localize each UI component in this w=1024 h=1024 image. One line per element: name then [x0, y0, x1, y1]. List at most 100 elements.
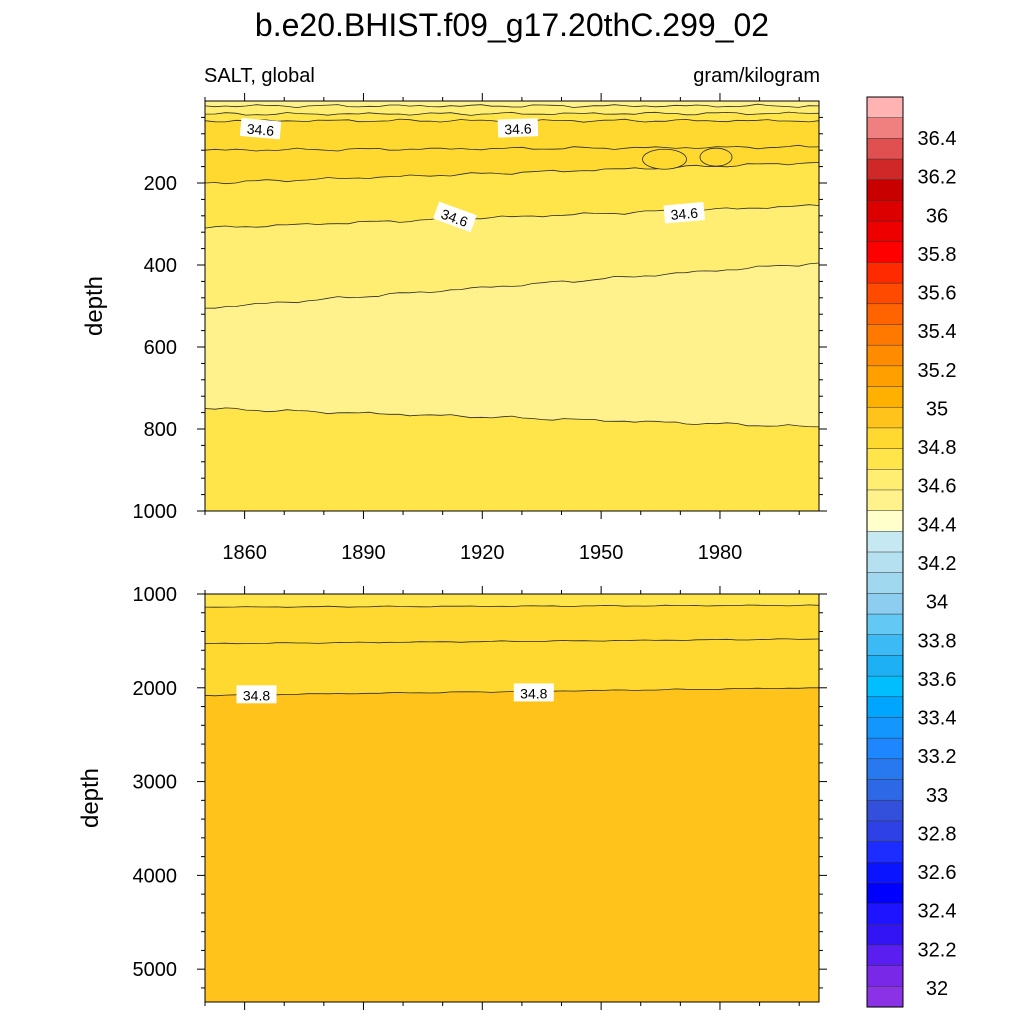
- colorbar-box: [866, 96, 904, 119]
- contour-band: [205, 407, 819, 511]
- upper-axes: 1860 1890 1920 1950 1980 200 400 600 800 1000: [133, 93, 827, 564]
- colorbar-label: 34: [926, 592, 948, 614]
- contour-label-text: 34.8: [243, 687, 270, 703]
- contour-line: [204, 407, 820, 428]
- contour-line: [204, 103, 820, 109]
- colorbar-box: [866, 924, 904, 946]
- y-tick-label: 200: [144, 173, 177, 195]
- colorbar-box: [866, 903, 904, 925]
- contour-line: [204, 204, 820, 229]
- colorbar-box: [866, 469, 904, 491]
- lower-fills: [205, 594, 819, 1002]
- colorbar-label: 33.6: [918, 669, 957, 691]
- contour-band: [205, 263, 819, 427]
- y-tick-label: 600: [144, 337, 177, 359]
- colorbar-box: [866, 944, 904, 967]
- contour-band: [205, 204, 819, 309]
- colorbar-label: 34.2: [918, 553, 957, 575]
- colorbar-label: 32: [926, 978, 948, 1000]
- contour-line: [204, 687, 819, 697]
- colorbar: 36.4 36.2 36 35.8 35.6 35.4 35.2 35 34.8 34.6 34.4…: [866, 96, 957, 1008]
- contour-line: [204, 604, 820, 608]
- colorbar-label: 35.6: [918, 283, 957, 305]
- contour-band: [205, 604, 819, 644]
- left-string: SALT, global: [204, 65, 315, 87]
- colorbar-box: [866, 365, 904, 388]
- colorbar-box: [866, 634, 904, 656]
- colorbar-label: 32.6: [918, 862, 957, 884]
- colorbar-label: 36: [926, 205, 948, 227]
- colorbar-box: [866, 386, 904, 408]
- colorbar-label: 34.4: [918, 514, 957, 536]
- colorbar-frame: [866, 96, 904, 1008]
- colorbar-box: [866, 427, 904, 450]
- y-tick-label: 5000: [133, 959, 178, 981]
- contour-line: [204, 111, 820, 116]
- y-tick-label: 800: [144, 419, 177, 441]
- contour-label-text: 34.6: [504, 120, 532, 137]
- colorbar-box: [866, 262, 904, 284]
- colorbar-box: [866, 593, 904, 615]
- colorbar-label: 36.2: [918, 167, 957, 189]
- y-tick-label: 2000: [133, 678, 178, 700]
- colorbar-box: [866, 303, 904, 326]
- lower-ylabel: depth: [77, 768, 104, 828]
- colorbar-box: [866, 531, 904, 553]
- colorbar-label: 35.2: [918, 360, 957, 382]
- colorbar-box: [866, 820, 904, 843]
- colorbar-label: 33.8: [918, 630, 957, 652]
- colorbar-box: [866, 344, 904, 367]
- y-tick-label: 1000: [133, 584, 178, 606]
- colorbar-box: [866, 158, 904, 181]
- colorbar-box: [866, 282, 904, 305]
- colorbar-box: [866, 882, 904, 905]
- contour-label: 34.6: [239, 117, 282, 140]
- upper-ylabel: depth: [81, 276, 108, 336]
- contour-label: 34.6: [497, 118, 539, 138]
- contour-line: [204, 262, 820, 309]
- figure-title: b.e20.BHIST.f09_g17.20thC.299_02: [255, 7, 769, 43]
- y-tick-label: 1000: [133, 501, 178, 523]
- contour-band: [205, 638, 819, 696]
- colorbar-box: [866, 717, 904, 739]
- colorbar-label: 34.6: [918, 476, 957, 498]
- colorbar-box: [866, 117, 904, 139]
- colorbar-box: [866, 758, 904, 781]
- colorbar-box: [866, 448, 904, 470]
- colorbar-box: [866, 324, 904, 346]
- colorbar-label: 35: [926, 398, 948, 420]
- contour-label-text: 34.8: [520, 685, 547, 701]
- colorbar-box: [866, 861, 904, 884]
- closed-contour: [699, 147, 733, 167]
- contour-label: 34.8: [236, 685, 277, 704]
- colorbar-label: 35.8: [918, 244, 957, 266]
- contour-label: 34.8: [513, 683, 554, 702]
- lower-contour-labels: 34.8 34.8: [236, 683, 554, 704]
- colorbar-box: [866, 406, 904, 429]
- colorbar-label: 32.2: [918, 939, 957, 961]
- contour-band: [205, 112, 819, 123]
- colorbar-label: 32.4: [918, 901, 957, 923]
- colorbar-box: [866, 138, 904, 160]
- contour-label-text: 34.6: [246, 121, 275, 139]
- colorbar-box: [866, 179, 904, 201]
- colorbar-box: [866, 965, 904, 987]
- lower-axes: 1000 2000 3000 4000 5000: [133, 584, 827, 1010]
- colorbar-box: [866, 737, 904, 760]
- x-tick-label: 1980: [698, 542, 743, 564]
- closed-contour: [642, 148, 687, 170]
- contour-line: [204, 638, 820, 645]
- colorbar-box: [866, 220, 904, 243]
- colorbar-box: [866, 779, 904, 801]
- y-tick-label: 3000: [133, 772, 178, 794]
- y-tick-label: 4000: [133, 865, 178, 887]
- colorbar-label: 34.8: [918, 437, 957, 459]
- colorbar-box: [866, 241, 904, 264]
- contour-line: [204, 144, 820, 152]
- colorbar-label: 33.4: [918, 708, 957, 730]
- colorbar-box: [866, 986, 904, 1008]
- contour-band: [205, 687, 819, 1002]
- x-tick-label: 1890: [341, 542, 386, 564]
- colorbar-label: 32.8: [918, 823, 957, 845]
